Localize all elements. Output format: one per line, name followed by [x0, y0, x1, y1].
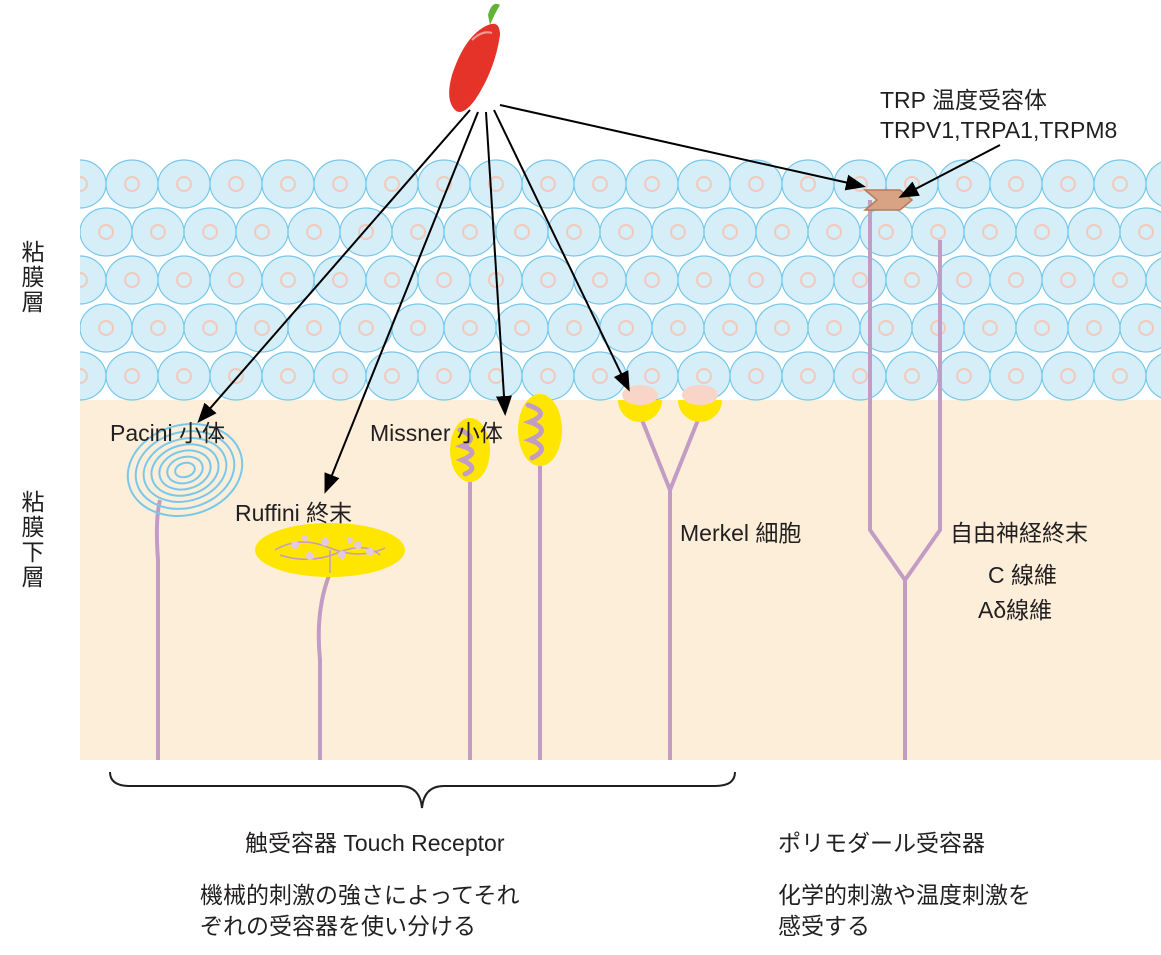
mucosa-label: 粘膜層 [14, 240, 48, 315]
trp-title: TRP 温度受容体 [880, 85, 1047, 116]
polymodal-desc: 化学的刺激や温度刺激を 感受する [778, 880, 1031, 942]
c-fiber-label: C 線維 [988, 560, 1057, 591]
touch-receptor-brace [110, 772, 735, 808]
touch-group-title: 触受容器 Touch Receptor [245, 828, 504, 859]
polymodal-title: ポリモダール受容器 [778, 828, 985, 859]
chili-pepper-icon [449, 4, 500, 112]
free-nerve-label: 自由神経終末 [950, 518, 1088, 549]
ruffini-label: Ruffini 終末 [235, 498, 352, 529]
adelta-fiber-label: Aδ線維 [978, 595, 1052, 626]
mucosa-cells [0, 130, 1161, 430]
trp-line2: TRPV1,TRPA1,TRPM8 [880, 115, 1117, 146]
diagram-canvas: 粘膜層 粘膜下層 TRP 温度受容体 TRPV1,TRPA1,TRPM8 Pac… [0, 0, 1161, 955]
touch-group-desc: 機械的刺激の強さによってそれ ぞれの受容器を使い分ける [200, 880, 519, 942]
pacini-label: Pacini 小体 [110, 418, 225, 449]
meissner-corpuscle-2 [518, 394, 562, 466]
meissner-label: Missner 小体 [370, 418, 503, 449]
merkel-label: Merkel 細胞 [680, 518, 801, 549]
ruffini-ending [255, 523, 405, 577]
submucosa-label: 粘膜下層 [14, 490, 48, 590]
